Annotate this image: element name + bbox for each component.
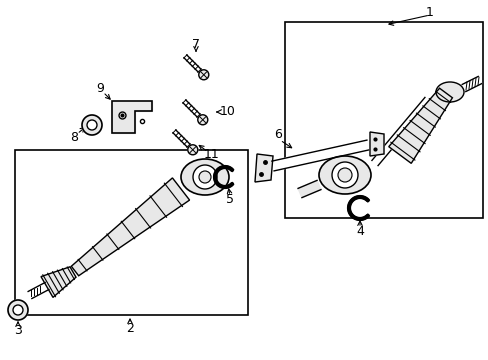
Bar: [285, 22, 482, 218]
Polygon shape: [369, 132, 383, 156]
Circle shape: [331, 162, 357, 188]
Text: 1: 1: [425, 5, 433, 18]
Polygon shape: [183, 55, 202, 73]
Text: 9: 9: [96, 81, 104, 94]
Polygon shape: [71, 178, 189, 276]
Text: 4: 4: [355, 225, 363, 238]
Text: 5: 5: [225, 193, 234, 207]
Circle shape: [87, 120, 97, 130]
Polygon shape: [298, 180, 320, 198]
Text: 6: 6: [273, 129, 282, 141]
Circle shape: [337, 168, 351, 182]
Ellipse shape: [318, 156, 370, 194]
Circle shape: [8, 300, 28, 320]
Bar: [15, 150, 247, 315]
Polygon shape: [173, 130, 191, 148]
Polygon shape: [41, 267, 76, 297]
Ellipse shape: [435, 82, 463, 102]
Text: 2: 2: [126, 321, 134, 334]
Polygon shape: [461, 76, 481, 91]
Polygon shape: [371, 98, 430, 166]
Polygon shape: [112, 101, 152, 133]
Text: 8: 8: [70, 131, 78, 144]
Circle shape: [187, 145, 197, 155]
Circle shape: [197, 115, 207, 125]
Text: 11: 11: [203, 148, 220, 162]
Polygon shape: [28, 283, 49, 298]
Polygon shape: [183, 100, 201, 118]
Circle shape: [193, 165, 217, 189]
Polygon shape: [271, 140, 368, 171]
Circle shape: [13, 305, 23, 315]
Ellipse shape: [181, 159, 228, 195]
Polygon shape: [74, 190, 175, 273]
Text: 3: 3: [14, 324, 22, 337]
Circle shape: [82, 115, 102, 135]
Polygon shape: [388, 88, 451, 163]
Polygon shape: [254, 154, 272, 182]
Text: 7: 7: [192, 37, 200, 50]
Text: 10: 10: [220, 105, 235, 118]
Circle shape: [198, 70, 208, 80]
Circle shape: [199, 171, 210, 183]
